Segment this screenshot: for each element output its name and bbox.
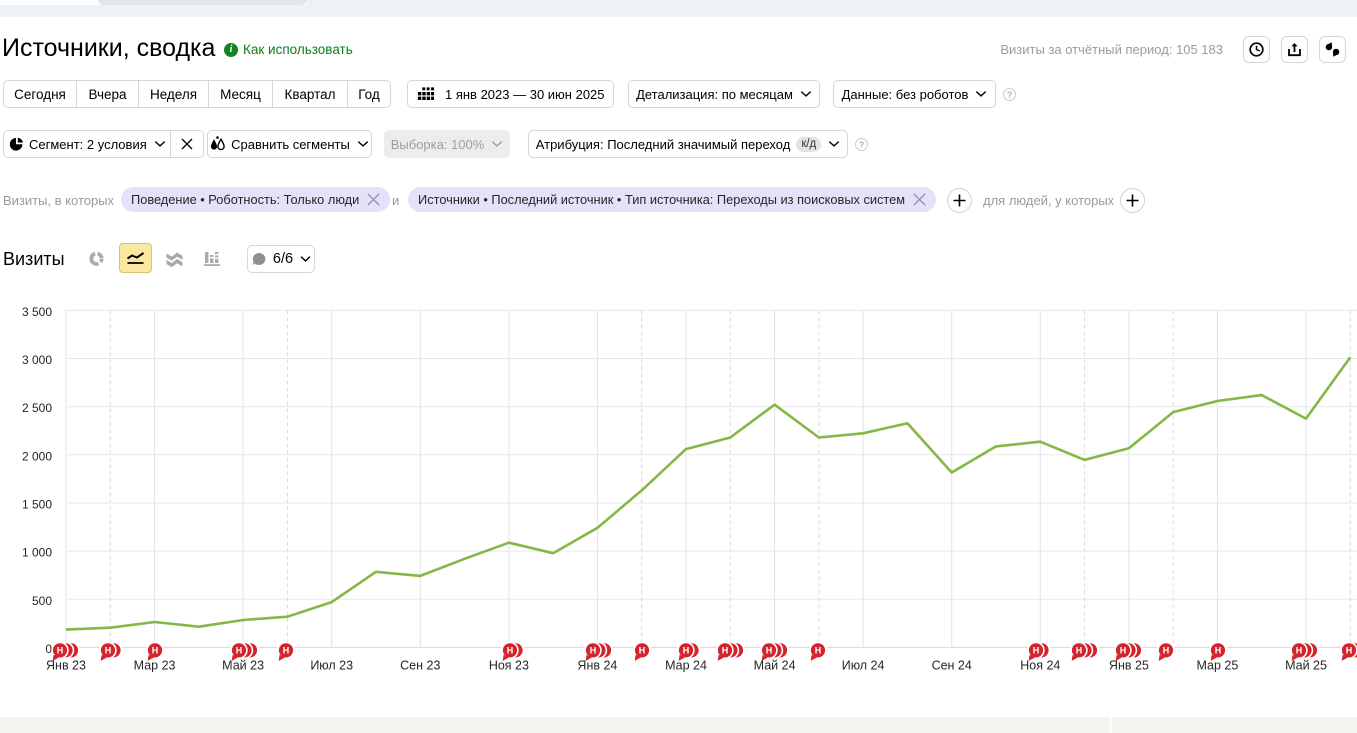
svg-text:Н: Н <box>590 646 597 656</box>
svg-text:Май 24: Май 24 <box>754 659 796 673</box>
svg-text:Ноя 23: Ноя 23 <box>489 659 529 673</box>
svg-text:Н: Н <box>1120 646 1127 656</box>
svg-text:Мар 23: Мар 23 <box>134 659 176 673</box>
svg-text:3 500: 3 500 <box>22 305 52 319</box>
svg-text:Н: Н <box>683 646 690 656</box>
svg-text:Н: Н <box>507 646 514 656</box>
svg-text:Н: Н <box>722 646 729 656</box>
svg-text:Н: Н <box>1163 646 1170 656</box>
svg-text:Н: Н <box>105 646 112 656</box>
svg-text:2 000: 2 000 <box>22 449 52 463</box>
svg-text:Н: Н <box>152 646 159 656</box>
svg-text:Янв 24: Янв 24 <box>577 659 617 673</box>
svg-text:Янв 23: Янв 23 <box>46 659 86 673</box>
svg-text:Май 23: Май 23 <box>222 659 264 673</box>
svg-text:Май 25: Май 25 <box>1285 659 1327 673</box>
svg-text:3 000: 3 000 <box>22 353 52 367</box>
svg-text:Н: Н <box>1296 646 1303 656</box>
svg-text:Н: Н <box>283 646 290 656</box>
svg-text:2 500: 2 500 <box>22 401 52 415</box>
svg-text:Н: Н <box>766 646 773 656</box>
svg-text:Сен 24: Сен 24 <box>932 659 972 673</box>
svg-text:Июл 23: Июл 23 <box>310 659 353 673</box>
svg-text:Июл 24: Июл 24 <box>842 659 885 673</box>
svg-text:Н: Н <box>1033 646 1040 656</box>
svg-text:Н: Н <box>1346 646 1353 656</box>
svg-text:Н: Н <box>1076 646 1083 656</box>
svg-text:Сен 23: Сен 23 <box>400 659 440 673</box>
svg-text:Мар 25: Мар 25 <box>1196 659 1238 673</box>
svg-text:Н: Н <box>1215 646 1222 656</box>
svg-text:Ноя 24: Ноя 24 <box>1020 659 1060 673</box>
svg-text:500: 500 <box>32 594 52 608</box>
svg-text:Янв 25: Янв 25 <box>1109 659 1149 673</box>
svg-text:Н: Н <box>57 646 64 656</box>
svg-text:1 000: 1 000 <box>22 546 52 560</box>
svg-text:Н: Н <box>815 646 822 656</box>
svg-text:Н: Н <box>639 646 646 656</box>
svg-text:Мар 24: Мар 24 <box>665 659 707 673</box>
svg-text:Н: Н <box>236 646 243 656</box>
svg-text:1 500: 1 500 <box>22 498 52 512</box>
svg-text:0: 0 <box>45 642 52 656</box>
